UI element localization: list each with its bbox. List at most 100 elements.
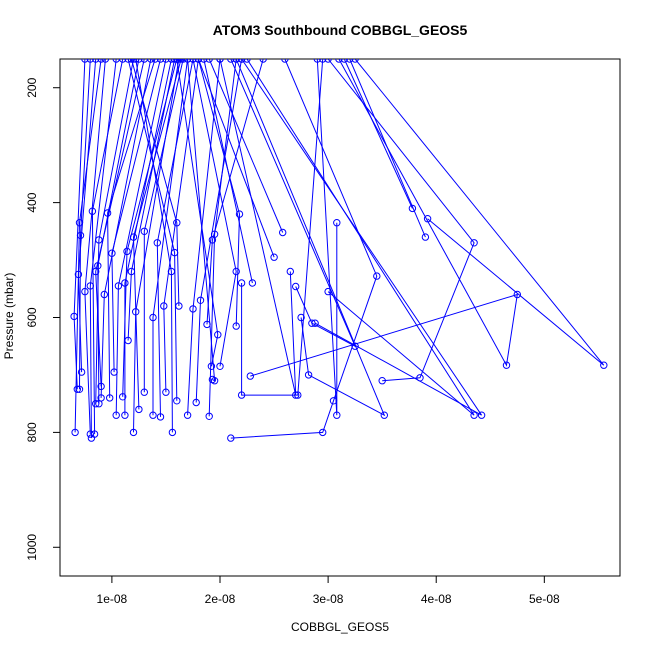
data-point: [324, 287, 332, 296]
profile-line: [73, 59, 86, 390]
data-point: [319, 59, 327, 63]
data-point: [477, 411, 486, 419]
data-point: [97, 394, 105, 402]
data-point: [173, 59, 181, 63]
profile-line: [208, 59, 284, 233]
data-point: [149, 313, 157, 322]
data-point: [74, 270, 83, 279]
data-point: [135, 59, 143, 63]
profile-line: [354, 59, 605, 366]
data-point: [281, 59, 289, 63]
data-point: [129, 233, 138, 241]
data-point: [92, 267, 100, 276]
data-point: [333, 411, 341, 419]
profile-line: [127, 59, 176, 341]
data-point: [423, 215, 432, 223]
data-point: [373, 272, 381, 280]
data-point: [179, 59, 187, 63]
profile-line: [230, 59, 357, 348]
profile-series: [127, 59, 183, 310]
data-point: [175, 302, 183, 310]
data-point: [173, 397, 181, 405]
data-point: [101, 59, 110, 63]
data-point: [156, 59, 165, 63]
profile-line: [100, 59, 152, 398]
data-point: [124, 336, 132, 345]
data-point: [123, 247, 131, 256]
data-point: [311, 319, 319, 327]
profile-series: [97, 59, 155, 402]
data-point: [100, 290, 109, 299]
data-point: [248, 279, 257, 287]
x-axis-label: COBBGL_GEOS5: [291, 620, 389, 634]
data-point: [297, 313, 305, 322]
data-point: [294, 391, 302, 399]
data-point: [183, 59, 192, 63]
data-series: [70, 59, 608, 442]
data-point: [189, 59, 197, 63]
data-point: [205, 412, 213, 420]
x-axis: 1e-08 2e-08 3e-08 4e-08 5e-08: [97, 575, 560, 606]
data-point: [286, 267, 294, 276]
data-point: [200, 59, 208, 63]
data-point: [121, 411, 129, 419]
y-axis-label: Pressure (mbar): [2, 273, 16, 360]
data-point: [95, 236, 103, 244]
data-point: [259, 59, 267, 63]
profile-series: [103, 59, 159, 402]
profile-series: [173, 59, 222, 370]
x-tick-label: 5e-08: [529, 592, 560, 606]
profile-line: [95, 59, 134, 404]
data-point: [246, 372, 255, 380]
profile-series: [121, 59, 176, 419]
profile-series: [194, 59, 278, 261]
data-point: [135, 405, 143, 414]
data-point: [210, 230, 219, 238]
profile-line: [241, 59, 483, 416]
data-point: [333, 219, 341, 227]
data-point: [335, 59, 343, 63]
data-point: [70, 312, 78, 321]
data-point: [194, 59, 203, 63]
data-point: [127, 59, 136, 63]
profile-line: [349, 59, 426, 238]
profile-line: [163, 59, 199, 393]
profile-series: [346, 59, 430, 241]
data-point: [408, 204, 417, 213]
data-point: [232, 59, 240, 63]
data-point: [416, 374, 424, 382]
profile-series: [205, 59, 287, 237]
data-point: [304, 371, 313, 379]
profile-line: [187, 59, 221, 416]
profile-line: [111, 59, 161, 373]
data-point: [140, 388, 149, 396]
data-point: [170, 59, 179, 63]
data-point: [140, 227, 149, 236]
profile-series: [74, 59, 100, 376]
data-point: [124, 59, 132, 63]
data-point: [76, 231, 85, 240]
profile-line: [122, 59, 178, 397]
data-point: [112, 411, 120, 419]
profile-line: [127, 59, 178, 401]
profile-line: [91, 59, 124, 435]
profile-series: [351, 59, 608, 369]
data-point: [149, 411, 157, 419]
data-point: [243, 59, 251, 63]
profile-series: [192, 59, 246, 407]
profile-line: [107, 59, 156, 398]
data-point: [92, 59, 100, 63]
data-point: [196, 296, 205, 304]
data-point: [324, 59, 332, 63]
y-tick-label: 600: [25, 307, 39, 327]
profile-line: [250, 59, 518, 377]
data-point: [227, 59, 235, 63]
y-tick-label: 1000: [25, 534, 39, 561]
data-point: [340, 59, 348, 63]
profile-series: [112, 59, 170, 419]
profile-line: [230, 59, 378, 439]
profile-line: [84, 59, 106, 435]
profile-series: [189, 59, 240, 370]
